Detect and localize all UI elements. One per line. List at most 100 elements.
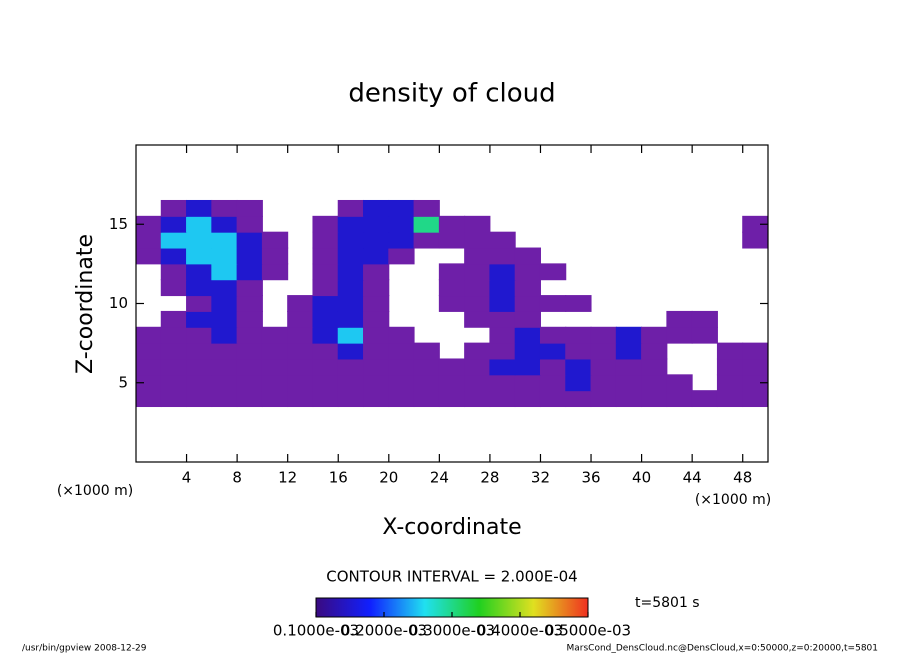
density-cell [489, 231, 516, 249]
density-cell [539, 358, 567, 376]
density-cell [312, 215, 339, 233]
density-cell [641, 374, 668, 392]
x-tick-label: 44 [683, 469, 702, 487]
density-cell [691, 310, 718, 328]
x-axis-label: X-coordinate [382, 515, 521, 540]
density-cell [489, 263, 516, 281]
density-cell [287, 374, 314, 392]
density-cell [160, 263, 188, 281]
density-cell [363, 326, 390, 344]
y-axis-label: Z-coordinate [73, 234, 98, 374]
density-cell [590, 326, 617, 344]
density-cell [691, 326, 718, 344]
y-tick-label: 5 [118, 373, 128, 391]
density-cell [287, 326, 314, 344]
density-cell [438, 374, 466, 392]
density-cell [261, 247, 289, 265]
density-cell [160, 390, 188, 408]
density-cell [236, 358, 263, 376]
density-cell [261, 390, 289, 408]
density-cell [742, 231, 769, 249]
density-cell [363, 263, 390, 281]
density-cell [261, 326, 289, 344]
density-cell [186, 374, 213, 392]
density-cell [464, 358, 491, 376]
density-cell [464, 390, 491, 408]
density-cell [489, 310, 516, 328]
density-cell [236, 342, 263, 360]
density-cell [160, 199, 188, 217]
density-cell [337, 374, 365, 392]
density-cell [666, 326, 693, 344]
density-cell [565, 358, 592, 376]
density-cell [236, 247, 263, 265]
density-cell [514, 326, 541, 344]
density-cell [388, 215, 415, 233]
density-cell [615, 358, 643, 376]
density-cell [312, 231, 339, 249]
density-cell [590, 390, 617, 408]
density-cell [666, 310, 693, 328]
density-cell [135, 342, 162, 360]
density-cell [388, 374, 415, 392]
density-cell [438, 263, 466, 281]
x-tick-label: 32 [531, 469, 550, 487]
density-cell [666, 374, 693, 392]
density-cell [337, 310, 365, 328]
colorbar-label: 0.3000e-03 [409, 622, 495, 640]
density-cell [742, 374, 769, 392]
colorbar-label: 0.5000e-03 [545, 622, 631, 640]
density-cell [160, 326, 188, 344]
density-cell [211, 215, 238, 233]
density-cell [287, 310, 314, 328]
density-cell [716, 342, 744, 360]
x-tick-label: 8 [232, 469, 242, 487]
density-cell [388, 247, 415, 265]
density-cell [641, 326, 668, 344]
density-cell [337, 263, 365, 281]
density-cell [211, 263, 238, 281]
density-cell [186, 326, 213, 344]
density-cell [312, 310, 339, 328]
colorbar-label: 0.1000e-03 [273, 622, 359, 640]
density-cell [413, 231, 440, 249]
density-cell [363, 231, 390, 249]
density-cell [514, 358, 541, 376]
footer-left: /usr/bin/gpview 2008-12-29 [22, 644, 147, 654]
density-cell [211, 374, 238, 392]
density-cell [514, 390, 541, 408]
density-cell [489, 390, 516, 408]
density-cell [641, 342, 668, 360]
density-cell [337, 295, 365, 312]
density-cell [211, 199, 238, 217]
density-cell [413, 390, 440, 408]
density-cell [135, 215, 162, 233]
density-cell [615, 326, 643, 344]
density-cell [413, 374, 440, 392]
density-cell [489, 342, 516, 360]
density-cell [489, 374, 516, 392]
density-cell [211, 247, 238, 265]
density-cell [464, 231, 491, 249]
density-cell [514, 263, 541, 281]
y-tick-label: 15 [109, 215, 128, 233]
density-cell [236, 215, 263, 233]
density-cell [464, 374, 491, 392]
density-cell [312, 358, 339, 376]
density-cell [135, 390, 162, 408]
density-cell [312, 342, 339, 360]
density-cell [489, 358, 516, 376]
density-cell [261, 231, 289, 249]
density-cell [489, 247, 516, 265]
density-cell [464, 247, 491, 265]
density-cell [438, 358, 466, 376]
density-cell [363, 199, 390, 217]
density-cell [312, 295, 339, 312]
density-cell [186, 390, 213, 408]
density-cell [186, 295, 213, 312]
density-cell [312, 247, 339, 265]
density-cell [160, 247, 188, 265]
x-tick-label: 20 [379, 469, 398, 487]
density-cell [438, 215, 466, 233]
